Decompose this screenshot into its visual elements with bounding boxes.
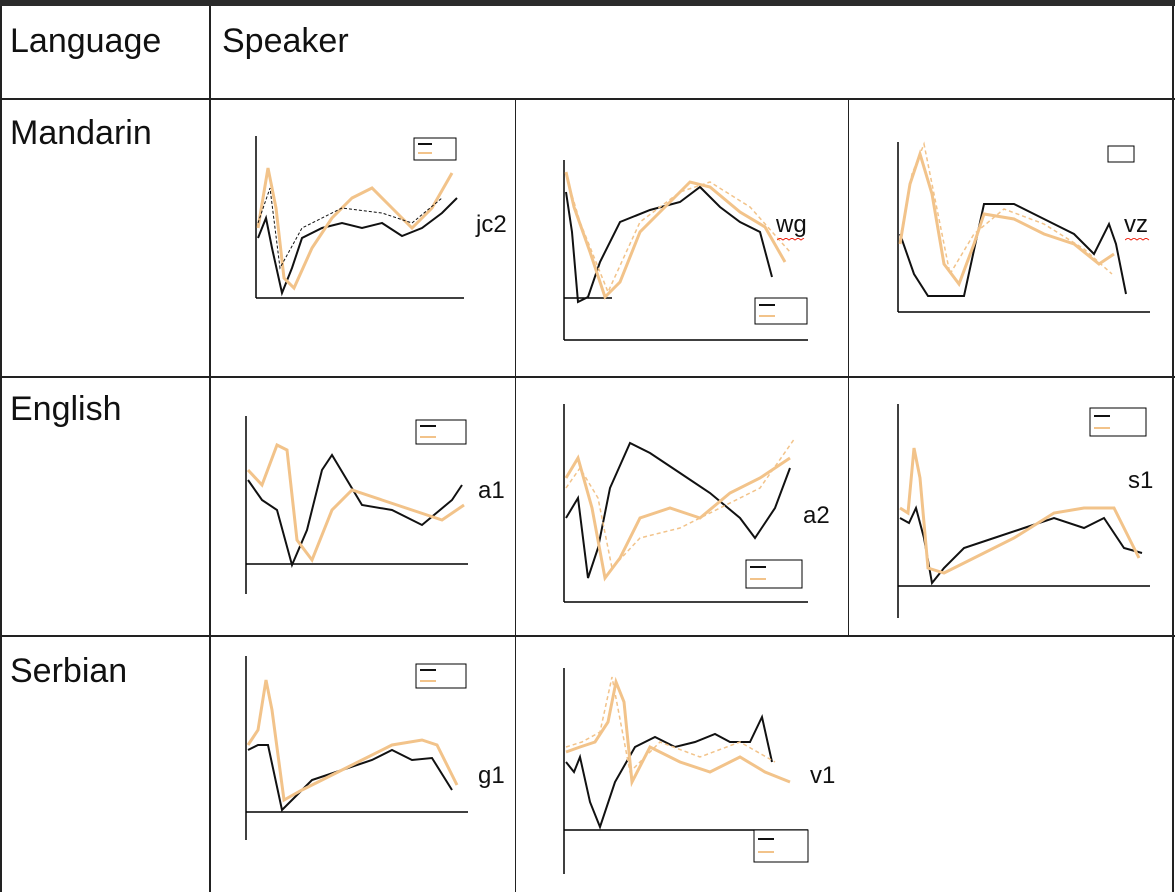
speaker-label-v1: v1 — [810, 762, 836, 789]
language-english: English — [10, 390, 122, 428]
grid-line — [0, 6, 2, 892]
plot-s1 — [884, 398, 1154, 628]
grid-line — [209, 6, 211, 892]
speaker-label-vz: vz — [1124, 211, 1148, 238]
grid-line — [848, 98, 849, 637]
grid-line — [1172, 6, 1174, 892]
plot-wg — [550, 152, 812, 352]
line-plot-figure — [563, 160, 808, 341]
speaker-label-a2: a2 — [803, 502, 830, 529]
line-plot-figure — [245, 656, 468, 840]
spellcheck-underline — [1125, 238, 1150, 241]
spellcheck-underline — [777, 238, 805, 241]
line-plot-figure — [897, 141, 1150, 313]
line-plot-figure — [245, 416, 468, 594]
language-mandarin: Mandarin — [10, 114, 152, 152]
speaker-label-s1: s1 — [1128, 467, 1154, 494]
plot-jc2 — [232, 128, 472, 314]
line-plot-figure — [563, 404, 808, 603]
plot-v1 — [550, 662, 812, 882]
top-border — [0, 0, 1175, 6]
plot-vz — [884, 134, 1154, 324]
plot-g1 — [232, 650, 472, 850]
speaker-label-g1: g1 — [478, 762, 505, 789]
grid-line — [0, 635, 1175, 637]
grid-line — [0, 376, 1175, 378]
speaker-label-a1: a1 — [478, 477, 505, 504]
line-plot-figure — [897, 404, 1150, 618]
speaker-label-wg: wg — [776, 211, 807, 238]
header-language: Language — [10, 22, 162, 60]
plot-a2 — [550, 398, 812, 612]
line-plot-figure — [255, 136, 464, 299]
header-speaker: Speaker — [222, 22, 349, 60]
line-plot-figure — [563, 668, 809, 874]
grid-line — [0, 98, 1175, 100]
grid-line — [515, 98, 516, 892]
plot-a1 — [232, 410, 472, 610]
speaker-label-jc2: jc2 — [476, 211, 507, 238]
language-serbian: Serbian — [10, 652, 128, 690]
